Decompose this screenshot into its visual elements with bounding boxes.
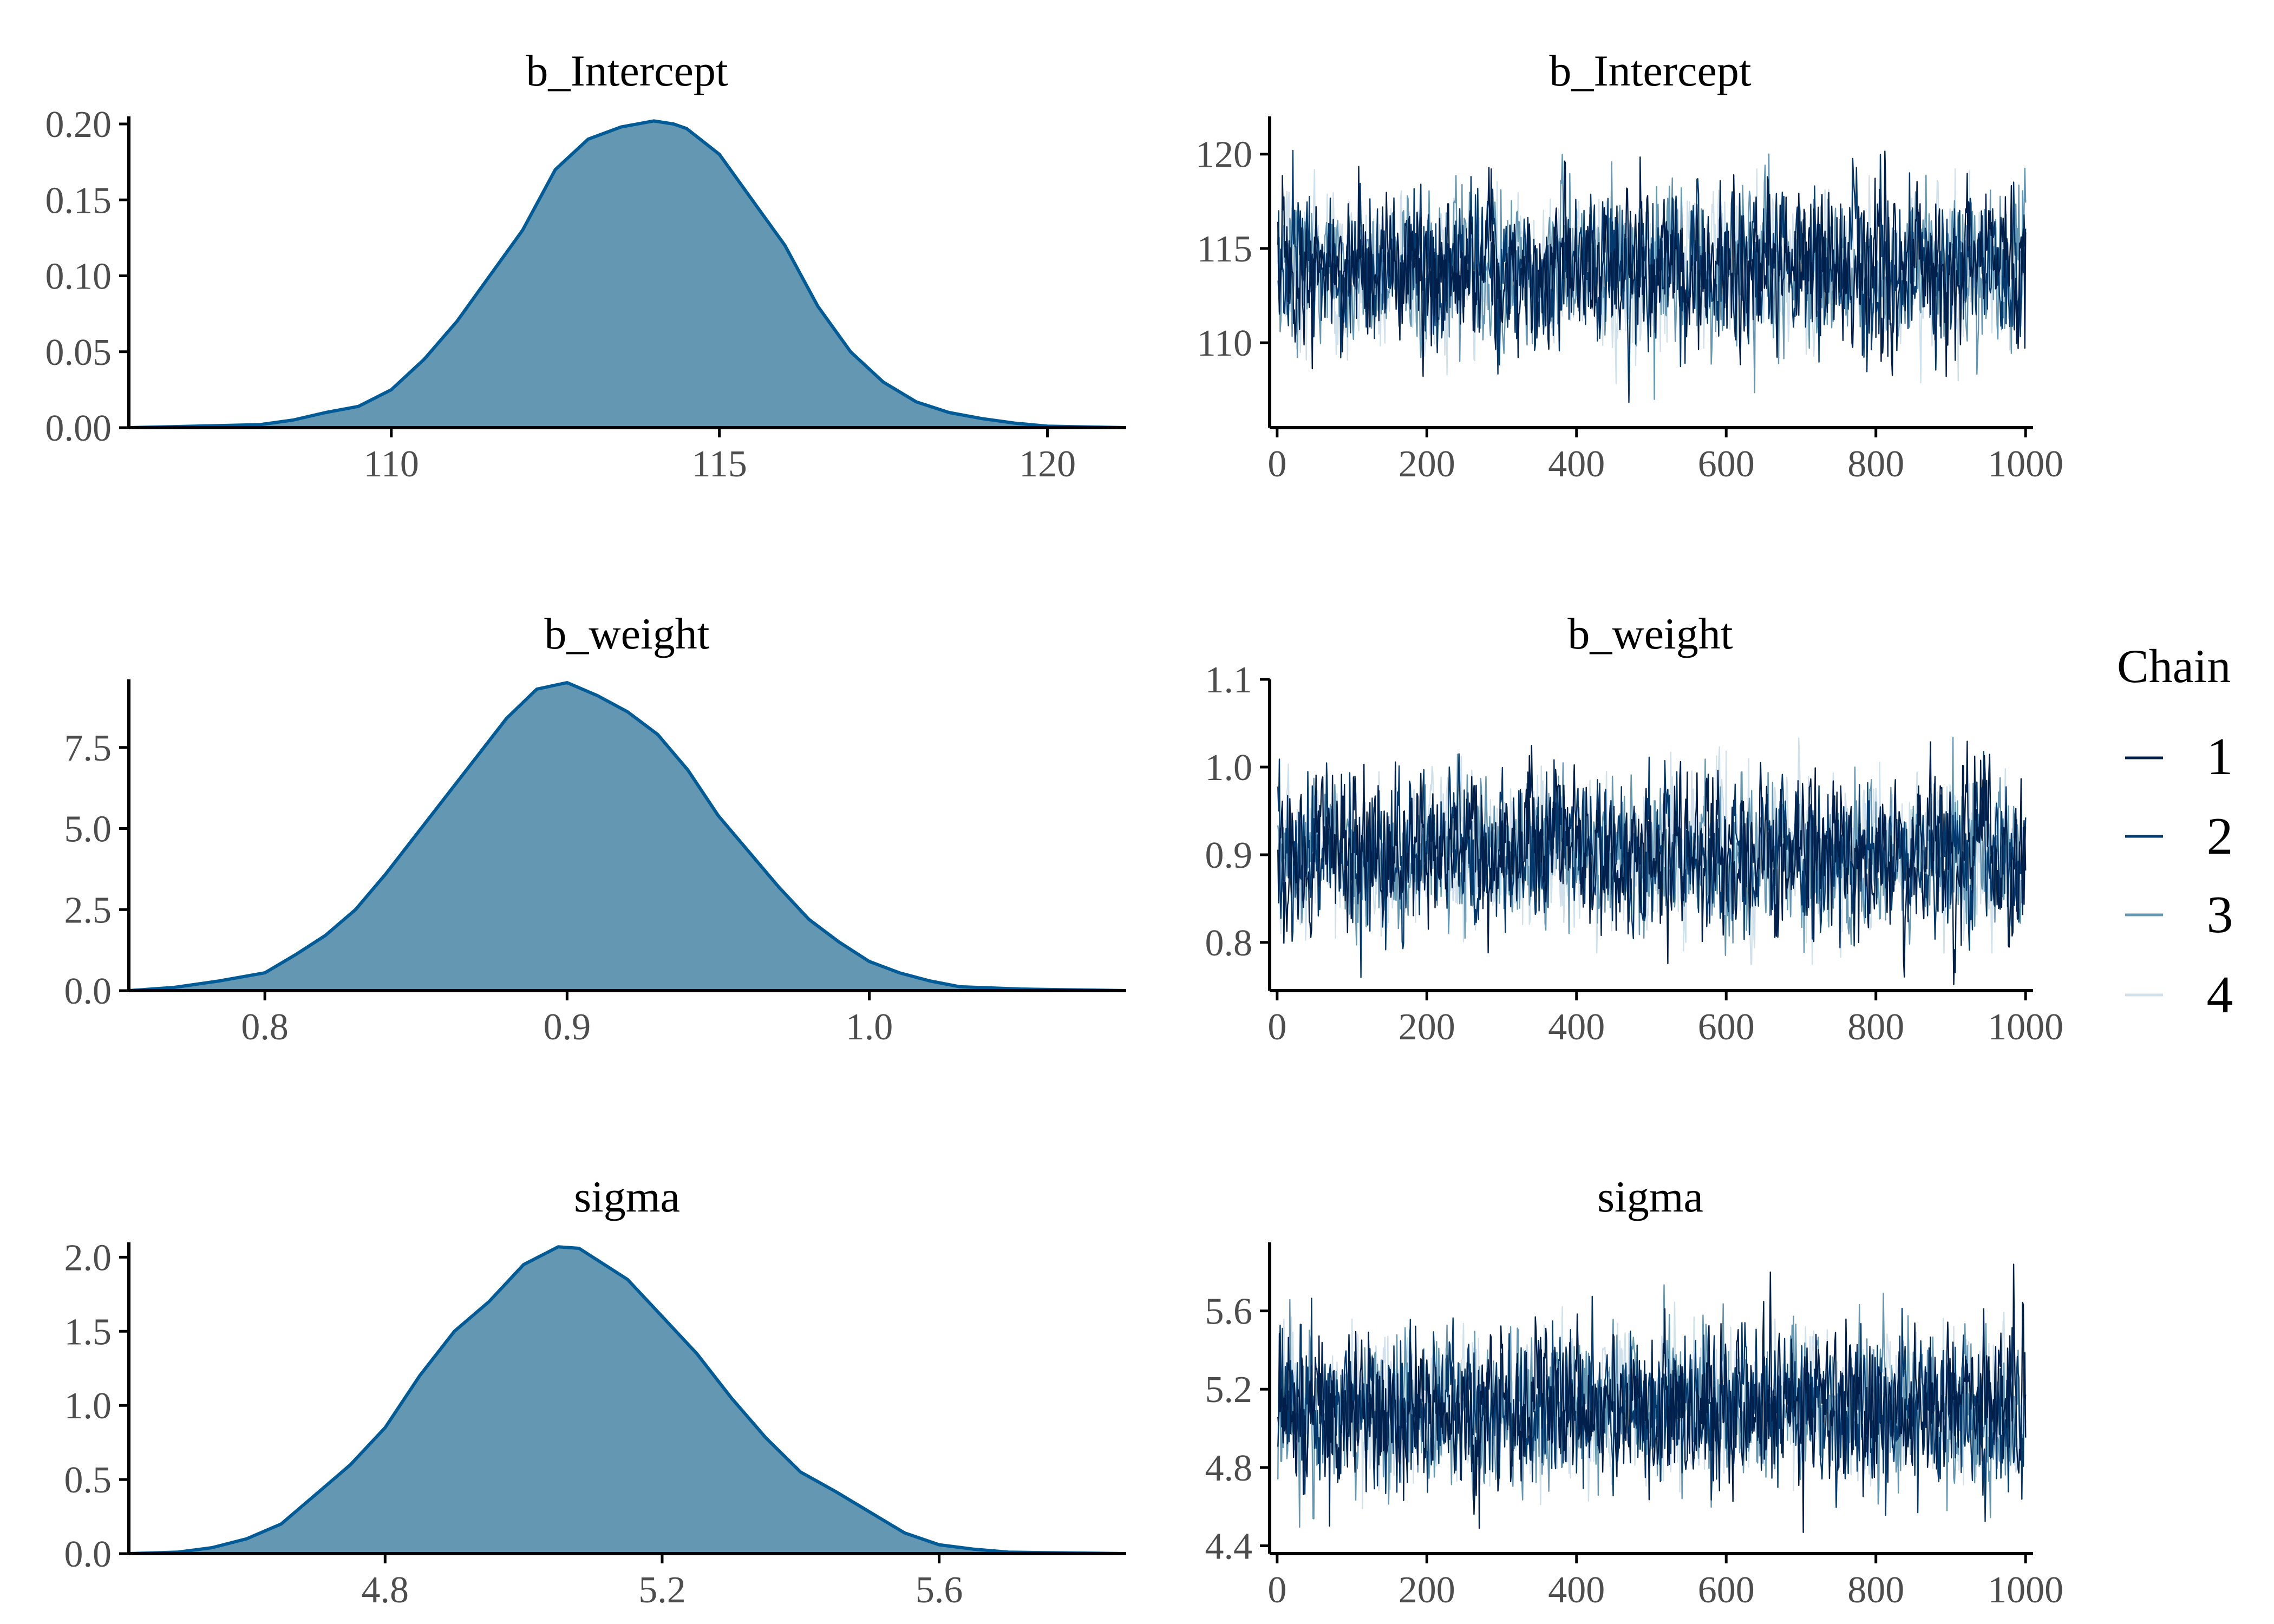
x-tick-label: 200 bbox=[1399, 1006, 1455, 1048]
x-tick-label: 5.6 bbox=[916, 1569, 963, 1611]
y-tick-label: 1.0 bbox=[64, 1385, 112, 1427]
trace-line-chain-1 bbox=[1277, 150, 2027, 377]
x-tick-label: 1.0 bbox=[846, 1006, 893, 1048]
x-tick-label: 400 bbox=[1548, 443, 1605, 485]
trace-line-chain-1 bbox=[1277, 741, 2027, 986]
x-tick-label: 200 bbox=[1399, 1569, 1455, 1611]
density-area bbox=[129, 121, 1126, 428]
x-tick-label: 800 bbox=[1847, 443, 1904, 485]
y-tick-label: 0.8 bbox=[1205, 922, 1253, 964]
y-tick-label: 0.15 bbox=[45, 180, 112, 221]
y-tick-label: 1.5 bbox=[64, 1311, 112, 1353]
x-tick-label: 4.8 bbox=[362, 1569, 409, 1611]
x-tick-label: 120 bbox=[1019, 443, 1076, 485]
y-tick-label: 0.05 bbox=[45, 332, 112, 374]
y-tick-label: 5.2 bbox=[1205, 1369, 1253, 1411]
y-tick-label: 115 bbox=[1197, 228, 1252, 270]
y-tick-label: 120 bbox=[1195, 134, 1252, 176]
trace-panel-b-intercept: 0 200 400 600 800 1000 110 115 120 bbox=[1195, 116, 2063, 485]
trace-line-chain-2 bbox=[1277, 751, 2027, 978]
legend-label-3: 3 bbox=[2207, 886, 2233, 944]
x-tick-label: 400 bbox=[1548, 1569, 1605, 1611]
x-tick-label: 0 bbox=[1267, 1569, 1286, 1611]
y-tick-label: 0.0 bbox=[64, 971, 112, 1012]
x-tick-label: 800 bbox=[1847, 1569, 1904, 1611]
x-tick-label: 110 bbox=[364, 443, 419, 485]
y-tick-label: 4.8 bbox=[1205, 1448, 1253, 1489]
x-tick-label: 115 bbox=[691, 443, 747, 485]
y-tick-label: 5.0 bbox=[64, 809, 112, 850]
panel-title: sigma bbox=[1597, 1172, 1703, 1221]
x-tick-label: 0 bbox=[1267, 1006, 1286, 1048]
x-tick-label: 0.9 bbox=[544, 1006, 591, 1048]
x-tick-label: 0 bbox=[1267, 443, 1286, 485]
y-tick-label: 1.1 bbox=[1205, 659, 1253, 701]
y-tick-label: 0.0 bbox=[64, 1534, 112, 1575]
x-tick-label: 800 bbox=[1847, 1006, 1904, 1048]
x-tick-label: 600 bbox=[1698, 443, 1755, 485]
density-panel-b-weight: 0.8 0.9 1.0 0.0 2.5 5.0 7.5 bbox=[64, 679, 1127, 1048]
density-line bbox=[128, 681, 1127, 992]
x-tick-label: 0.8 bbox=[241, 1006, 289, 1048]
y-tick-label: 7.5 bbox=[64, 728, 112, 769]
y-tick-label: 0.00 bbox=[45, 408, 112, 449]
x-tick-label: 600 bbox=[1698, 1569, 1755, 1611]
y-tick-label: 1.0 bbox=[1205, 747, 1253, 789]
x-tick-label: 600 bbox=[1698, 1006, 1755, 1048]
y-tick-label: 4.4 bbox=[1205, 1526, 1253, 1568]
x-tick-label: 5.2 bbox=[638, 1569, 686, 1611]
panel-title: sigma bbox=[574, 1172, 680, 1221]
y-tick-label: 0.10 bbox=[45, 256, 112, 298]
y-tick-label: 0.9 bbox=[1205, 835, 1253, 876]
y-tick-label: 5.6 bbox=[1205, 1291, 1253, 1333]
trace-panel-sigma: 0 200 400 600 800 1000 4.4 4.8 5.2 5.6 bbox=[1205, 1242, 2063, 1611]
legend-label-2: 2 bbox=[2207, 807, 2233, 866]
density-panel-sigma: 4.8 5.2 5.6 0.0 0.5 1.0 1.5 2.0 bbox=[64, 1237, 1127, 1611]
trace-panel-b-weight: 0 200 400 600 800 1000 0.8 0.9 1.0 1.1 bbox=[1205, 659, 2064, 1048]
legend-title: Chain bbox=[2117, 640, 2231, 693]
panel-title: b_weight bbox=[544, 609, 709, 658]
y-tick-label: 110 bbox=[1197, 323, 1252, 364]
y-tick-label: 2.0 bbox=[64, 1237, 112, 1279]
panel-title: b_Intercept bbox=[526, 46, 728, 95]
x-tick-label: 1000 bbox=[1988, 1006, 2063, 1048]
x-tick-label: 200 bbox=[1399, 443, 1455, 485]
x-tick-label: 1000 bbox=[1988, 443, 2063, 485]
density-line bbox=[128, 1245, 1127, 1555]
legend: Chain 1 2 3 4 bbox=[2117, 640, 2233, 1024]
x-tick-label: 1000 bbox=[1988, 1569, 2063, 1611]
y-tick-label: 0.20 bbox=[45, 104, 112, 146]
density-area bbox=[129, 683, 1126, 991]
density-panel-b-intercept: 110 115 120 0.00 0.05 0.10 0.15 0.20 bbox=[45, 104, 1127, 485]
trace-line-chain-1 bbox=[1277, 1263, 2027, 1534]
y-tick-label: 0.5 bbox=[64, 1459, 112, 1501]
y-tick-label: 2.5 bbox=[64, 889, 112, 931]
panel-title: b_weight bbox=[1567, 609, 1733, 658]
legend-label-4: 4 bbox=[2207, 966, 2233, 1024]
legend-label-1: 1 bbox=[2207, 728, 2233, 786]
density-line bbox=[128, 119, 1127, 429]
x-tick-label: 400 bbox=[1548, 1006, 1605, 1048]
density-area bbox=[129, 1247, 1126, 1554]
panel-title: b_Intercept bbox=[1549, 46, 1752, 95]
